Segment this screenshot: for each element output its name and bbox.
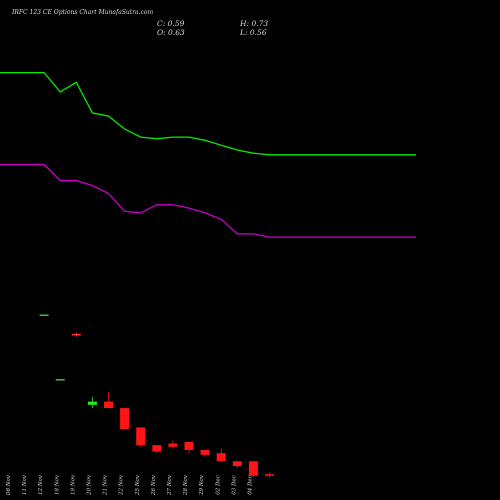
candle-body: [232, 461, 242, 467]
candle-body: [39, 314, 49, 317]
candle-body: [200, 450, 210, 455]
candle-body: [136, 427, 146, 446]
x-tick-label: 11 Nov: [22, 474, 28, 495]
candle-body: [265, 474, 274, 476]
candle-body: [248, 461, 258, 476]
candle: [39, 314, 49, 317]
candle: [168, 440, 178, 449]
candle-body: [184, 441, 194, 450]
candle: [104, 391, 113, 409]
candle-body: [71, 333, 81, 336]
x-tick-label: 18 Nov: [54, 474, 60, 495]
candle: [152, 445, 162, 454]
candle: [71, 332, 81, 338]
x-tick-label: 28 Nov: [183, 474, 189, 496]
indicator-line-1: [0, 71, 416, 156]
candle-body: [168, 443, 178, 447]
candles: [39, 314, 274, 478]
x-tick-label: 26 Nov: [151, 474, 157, 496]
candle: [216, 448, 226, 462]
x-tick-label: 02 Dec: [215, 475, 221, 495]
low-value: L: 0.56: [240, 28, 267, 37]
x-tick-label: 03 Dec: [231, 475, 237, 495]
candle: [136, 427, 146, 447]
x-axis-ticks: 08 Nov 11 Nov 12 Nov 18 Nov 19 Nov 20 Nov 21 N…: [6, 474, 254, 496]
close-value: C: 0.59: [157, 19, 185, 28]
indicator-line-2: [0, 163, 416, 238]
candle: [87, 396, 97, 409]
x-tick-label: 20 Nov: [87, 474, 93, 496]
x-tick-label: 29 Nov: [199, 474, 205, 496]
candle: [248, 461, 258, 478]
candle: [200, 450, 210, 457]
candle-body: [104, 401, 113, 409]
open-value: O: 0.63: [157, 28, 185, 37]
candle-body: [120, 408, 130, 430]
candle: [55, 379, 65, 381]
candle: [265, 472, 274, 478]
x-tick-label: 25 Nov: [135, 474, 141, 496]
chart-title: IRFC 123 CE Options Chart MunafaSutra.co…: [12, 9, 154, 16]
candle-body: [87, 401, 97, 405]
candle: [232, 461, 242, 468]
x-tick-label: 22 Nov: [119, 474, 125, 496]
candle-body: [216, 453, 226, 462]
candle-body: [152, 445, 162, 452]
high-value: H: 0.73: [240, 19, 269, 28]
candle: [184, 441, 194, 454]
x-tick-label: 08 Nov: [6, 474, 12, 495]
candle: [120, 408, 130, 430]
x-tick-label: 21 Nov: [103, 474, 109, 496]
x-tick-label: 04 Dec: [248, 475, 254, 495]
x-tick-label: 12 Nov: [38, 474, 44, 495]
indicator-lines: [0, 71, 416, 238]
x-tick-label: 27 Nov: [167, 474, 173, 496]
candle-body: [55, 379, 65, 381]
x-tick-label: 19 Nov: [70, 474, 76, 495]
